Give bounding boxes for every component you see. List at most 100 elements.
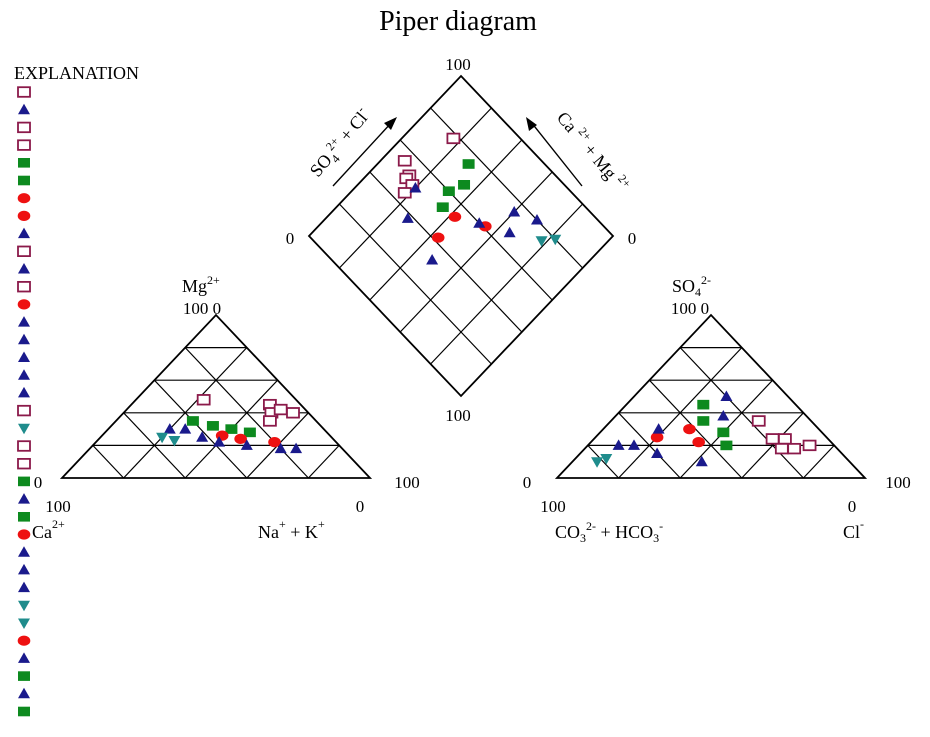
diamond-bottom-tick: 100 bbox=[445, 406, 471, 425]
anion-triangle bbox=[554, 313, 868, 479]
anion-point bbox=[683, 424, 696, 435]
legend-symbol bbox=[18, 652, 30, 663]
anion-point bbox=[765, 433, 780, 445]
cation-left-zero-tick: 0 bbox=[34, 473, 43, 492]
cation-point bbox=[163, 423, 176, 434]
anion-point bbox=[697, 399, 710, 410]
legend-symbol bbox=[18, 351, 30, 362]
anion-point bbox=[650, 432, 664, 443]
cation-point bbox=[286, 407, 300, 419]
anion-point bbox=[778, 433, 792, 445]
cation-point bbox=[196, 394, 211, 406]
anion-point bbox=[600, 453, 613, 465]
nak-label: Na+ + K+ bbox=[258, 517, 325, 542]
cation-point bbox=[290, 442, 303, 454]
grid-line bbox=[338, 203, 492, 365]
ca-label: Ca2+ bbox=[32, 517, 65, 542]
mg-label: Mg2+ bbox=[182, 273, 220, 296]
anion-right-hundred-tick: 100 bbox=[885, 473, 911, 492]
cation-point bbox=[274, 442, 287, 454]
anion-point bbox=[774, 442, 789, 455]
legend-symbol bbox=[18, 563, 30, 575]
legend-symbol bbox=[17, 121, 31, 134]
legend-symbol bbox=[18, 476, 30, 487]
legend-symbol bbox=[18, 316, 30, 327]
diamond-point bbox=[531, 214, 543, 225]
legend-symbol bbox=[18, 158, 30, 168]
grid-line bbox=[399, 139, 553, 301]
cation-point bbox=[213, 436, 226, 447]
anion-point bbox=[720, 390, 733, 401]
anion-point bbox=[717, 427, 730, 438]
diamond-point bbox=[508, 206, 521, 217]
diamond-frame bbox=[307, 74, 615, 398]
diamond-point bbox=[397, 187, 412, 199]
cation-right-zero-tick: 0 bbox=[356, 497, 365, 516]
legend-symbol bbox=[18, 512, 30, 522]
grid-line bbox=[92, 444, 125, 479]
legend-symbol bbox=[17, 280, 31, 293]
cation-point bbox=[206, 421, 219, 431]
cation-point bbox=[240, 439, 253, 450]
grid-line bbox=[618, 412, 681, 479]
anion-point bbox=[612, 439, 625, 450]
grid-line bbox=[399, 171, 553, 333]
grid-line bbox=[307, 444, 340, 479]
anion-point bbox=[802, 439, 817, 452]
diamond-right-arrow bbox=[526, 117, 583, 187]
anion-point bbox=[697, 416, 710, 426]
cation-point bbox=[262, 415, 277, 427]
diamond-point bbox=[426, 254, 439, 265]
cation-points bbox=[156, 394, 303, 454]
legend-symbol bbox=[17, 139, 31, 151]
legend-symbol bbox=[17, 440, 31, 452]
diamond-point bbox=[458, 180, 471, 190]
legend-symbol bbox=[17, 457, 31, 470]
cation-apex-tick: 100 0 bbox=[183, 299, 221, 318]
diamond-points bbox=[397, 132, 562, 265]
chart-title: Piper diagram bbox=[379, 6, 537, 37]
diamond-left-axis-label: SO42+ + Cl- bbox=[303, 103, 376, 183]
cl-label: Cl- bbox=[843, 517, 864, 542]
diamond-top-tick: 100 bbox=[445, 55, 471, 74]
legend-symbol bbox=[18, 618, 30, 629]
anion-point bbox=[751, 415, 766, 427]
diamond-point bbox=[397, 155, 412, 167]
diamond-point bbox=[535, 236, 548, 247]
legend-symbol bbox=[17, 245, 31, 258]
cation-point bbox=[234, 433, 247, 444]
triangle-frame bbox=[59, 313, 373, 479]
anion-point bbox=[651, 447, 664, 459]
legend-symbol bbox=[18, 386, 30, 398]
legend-symbol bbox=[18, 600, 30, 612]
legend-symbol bbox=[18, 687, 30, 699]
legend-symbol bbox=[18, 227, 30, 239]
triangle-frame bbox=[554, 313, 868, 479]
anion-point bbox=[591, 457, 604, 468]
grid-line bbox=[741, 412, 804, 479]
legend-symbol bbox=[18, 706, 30, 717]
anion-point bbox=[720, 440, 733, 451]
cation-left-hundred-tick: 100 bbox=[45, 497, 71, 516]
grid-line bbox=[369, 171, 523, 333]
cation-point bbox=[268, 437, 281, 448]
anion-point bbox=[692, 437, 705, 448]
diamond-point bbox=[409, 182, 422, 193]
legend-symbol bbox=[17, 404, 31, 417]
cation-point bbox=[243, 427, 256, 438]
diamond-point bbox=[431, 232, 445, 243]
diamond-left-arrow bbox=[332, 117, 397, 187]
diamond-point bbox=[549, 234, 562, 246]
legend-symbol bbox=[18, 671, 30, 681]
legend-symbol bbox=[18, 103, 30, 115]
legend-symbol bbox=[17, 86, 31, 98]
grid-line bbox=[802, 444, 835, 479]
anion-apex-tick: 100 0 bbox=[671, 299, 709, 318]
anion-point bbox=[695, 455, 708, 467]
grid-line bbox=[430, 203, 584, 365]
diamond-point bbox=[442, 186, 455, 196]
cation-point bbox=[186, 416, 199, 426]
legend-symbol bbox=[18, 581, 30, 593]
legend-symbol bbox=[17, 529, 31, 540]
diamond-point bbox=[436, 202, 449, 212]
